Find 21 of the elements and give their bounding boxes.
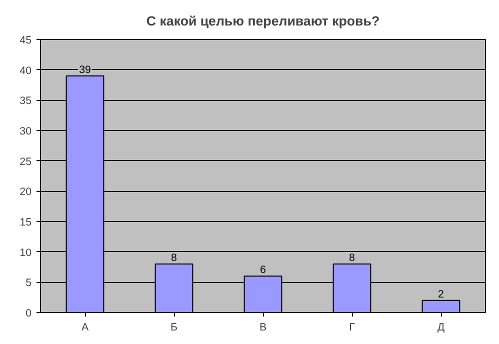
y-tick-label: 30 <box>20 126 32 138</box>
y-tick-label: 40 <box>20 64 32 77</box>
y-tick-label: 45 <box>20 34 32 46</box>
y-tick-label: 35 <box>20 95 32 108</box>
data-label: 6 <box>260 264 266 276</box>
x-tick-label: В <box>259 322 267 334</box>
x-tick-label: Г <box>349 322 356 334</box>
data-label: 8 <box>171 252 178 264</box>
data-label: 8 <box>349 252 356 264</box>
x-tick-label: Д <box>437 322 446 334</box>
y-tick-label: 20 <box>20 186 32 198</box>
y-tick-label: 25 <box>20 156 32 168</box>
y-tick-label: 0 <box>26 308 32 320</box>
data-label: 2 <box>438 288 444 300</box>
data-label: 39 <box>79 64 91 76</box>
x-tick-label: А <box>81 322 90 334</box>
y-tick-label: 15 <box>20 216 32 228</box>
x-tick-label: Б <box>170 322 178 334</box>
chart-title: С какой целью переливают кровь? <box>146 14 380 28</box>
y-tick-label: 10 <box>20 246 32 259</box>
y-tick-label: 5 <box>26 277 32 290</box>
